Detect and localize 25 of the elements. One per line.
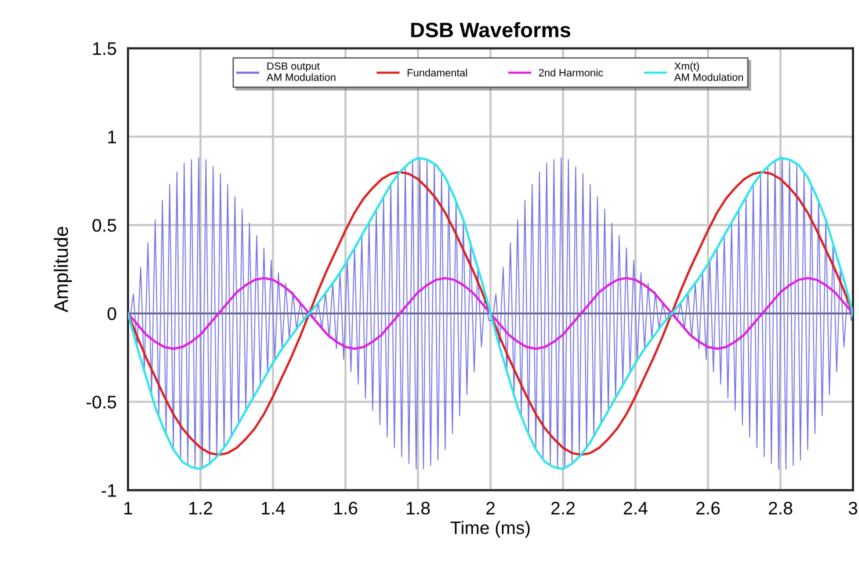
y-tick-label: -1 xyxy=(102,484,116,497)
x-tick-label: 2.8 xyxy=(768,502,792,515)
x-axis-title: Time (ms) xyxy=(450,520,530,538)
y-tick-label: -0.5 xyxy=(86,396,116,409)
x-tick-label: 3 xyxy=(848,502,858,515)
y-axis-title: Amplitude xyxy=(54,226,72,312)
y-tick-label: 0.5 xyxy=(92,218,116,232)
legend-label: DSB output AM Modulation xyxy=(266,62,336,81)
x-tick-label: 1.2 xyxy=(189,502,212,514)
x-tick-label: 1.4 xyxy=(262,502,286,514)
x-tick-label: 2 xyxy=(486,502,495,514)
x-tick-label: 2.4 xyxy=(624,502,648,514)
x-tick-label: 2.6 xyxy=(696,502,720,515)
legend-label: Fundamental xyxy=(408,68,467,76)
y-tick-label: 1.5 xyxy=(93,42,116,55)
legend-label: 2nd Harmonic xyxy=(538,68,604,76)
x-tick-label: 1.8 xyxy=(406,502,430,515)
legend-label: Xm(t) AM Modulation xyxy=(674,62,743,81)
x-tick-label: 1.6 xyxy=(334,502,358,515)
line-series xyxy=(128,276,853,350)
x-tick-label: 2.2 xyxy=(551,502,575,514)
y-tick-label: 0 xyxy=(108,307,116,320)
chart-title: DSB Waveforms xyxy=(411,22,570,38)
x-tick-label: 1 xyxy=(124,502,132,514)
y-tick-label: 1 xyxy=(108,130,116,144)
